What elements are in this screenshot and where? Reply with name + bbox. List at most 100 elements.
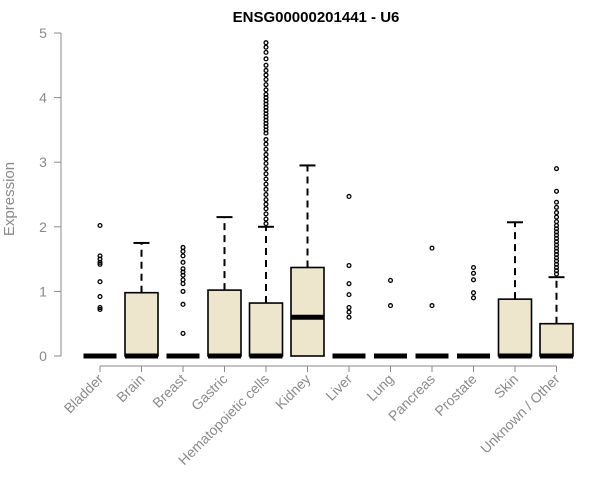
box-hematopoietic-cells [248,40,284,359]
box-bladder [83,222,117,359]
y-tick-label: 3 [39,154,47,170]
outlier-point [470,264,477,271]
outlier-point [387,303,394,309]
outlier-point [553,204,560,210]
outlier-point [263,91,269,97]
outlier-point [97,259,103,265]
box-iqr [124,291,159,357]
box-breast [166,244,200,359]
x-tick-label: Breast [149,371,189,411]
outlier-point [263,156,269,162]
outlier-point [553,219,560,225]
outlier-point [553,214,560,220]
outlier-point [470,295,477,301]
outlier-point [470,290,477,296]
outlier-point [263,72,269,78]
outlier-point [263,216,269,222]
outlier-point [263,197,269,203]
outlier-point [429,303,435,309]
chart-title: ENSG00000201441 - U6 [233,9,400,26]
box-lung [374,277,407,359]
x-tick-label: Liver [322,371,355,404]
box-pancreas [415,245,449,359]
outlier-point [180,253,186,259]
outlier-point [346,193,352,199]
outlier-point [263,151,269,157]
outlier-point [346,263,352,269]
outlier-point [97,306,103,313]
outlier-point [180,272,186,278]
outlier-point [180,288,186,294]
x-tick-label: Bladder [61,371,107,417]
outlier-point [263,87,269,93]
y-tick-label: 0 [39,348,47,364]
box-unknown-other [539,166,574,359]
outlier-point [346,314,352,320]
box-iqr [497,298,533,357]
outlier-point [97,222,103,229]
outlier-point [470,277,477,283]
outlier-point [263,137,269,143]
outlier-point [263,201,269,207]
outlier-point [263,40,269,46]
outlier-point [346,309,352,315]
outlier-point [263,56,269,62]
outlier-point [553,199,560,205]
outlier-point [346,304,352,311]
y-tick-label: 5 [39,25,47,41]
outlier-point [263,186,269,192]
outlier-point [263,181,269,187]
box-gastric [207,216,242,359]
outlier-point [97,279,103,285]
outlier-point [553,210,560,216]
outlier-point [97,304,103,311]
outlier-point [263,206,269,212]
x-tick-label: Brain [113,371,147,405]
plot-area [83,40,574,359]
outlier-point [180,281,186,287]
outlier-point [263,141,269,147]
x-tick-label: Unknown / Other [477,371,563,457]
y-axis: 0 1 2 3 4 5 [39,25,62,364]
outlier-point [263,166,269,172]
outlier-point [553,166,560,172]
box-skin [497,221,533,359]
x-tick-label: Kidney [272,371,314,413]
box-brain [124,241,159,359]
box-liver [332,193,366,359]
box-iqr [290,266,325,357]
outlier-point [346,281,352,287]
x-tick-label: Prostate [431,371,479,419]
outlier-point [263,62,269,68]
outlier-point [429,245,435,251]
outlier-point [180,330,186,336]
outlier-point [263,76,269,83]
x-tick-label: Skin [491,371,522,402]
box-kidney [290,164,325,357]
outlier-point [346,292,352,298]
outlier-point [263,171,269,177]
outlier-point [97,261,103,267]
box-iqr [207,289,242,357]
box-prostate [457,264,490,359]
outlier-point [263,146,269,152]
y-tick-label: 2 [39,219,47,235]
outlier-point [263,211,269,217]
outlier-point [263,67,269,74]
outlier-point [180,301,186,307]
outlier-point [97,294,103,300]
outlier-point [263,191,269,198]
outlier-point [387,277,394,283]
outlier-point [553,188,560,194]
outlier-point [263,160,269,167]
outlier-point [263,44,269,50]
box-iqr [539,322,574,357]
outlier-point [180,259,186,265]
outlier-point [263,176,269,182]
y-axis-label: Expression [1,162,18,236]
box-iqr [248,302,284,357]
outlier-point [263,82,269,88]
outlier-point [470,270,477,276]
